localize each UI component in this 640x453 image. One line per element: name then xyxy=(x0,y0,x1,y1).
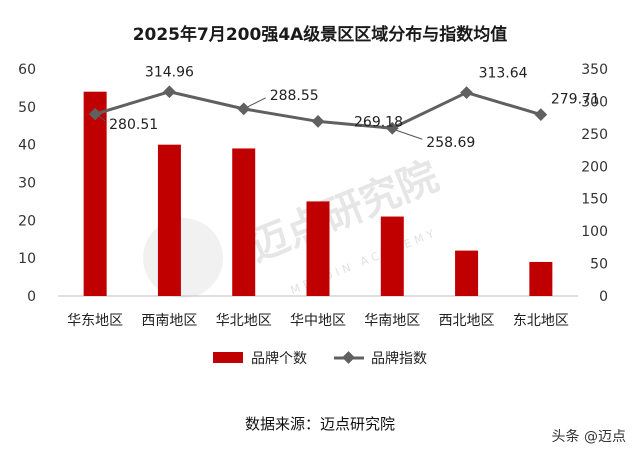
legend-line-marker xyxy=(342,351,355,364)
data-label: 288.55 xyxy=(270,88,319,104)
data-label: 258.69 xyxy=(426,135,475,151)
left-tick-label: 10 xyxy=(18,251,36,267)
source-text: 数据来源：迈点研究院 xyxy=(245,415,395,433)
data-label: 279.71 xyxy=(551,92,600,108)
right-tick-label: 250 xyxy=(581,127,608,143)
bar-series xyxy=(83,91,553,296)
bar xyxy=(232,148,256,296)
data-label: 313.64 xyxy=(479,66,528,82)
left-axis: 0 10 20 30 40 50 60 xyxy=(18,62,36,305)
data-label: 269.18 xyxy=(354,114,403,130)
bar xyxy=(380,216,404,296)
left-tick-label: 30 xyxy=(18,176,36,192)
data-label-leader xyxy=(98,115,106,122)
bar xyxy=(529,261,553,296)
line-point xyxy=(311,115,325,128)
line-series: 280.51 314.96 288.55 269.18 258.69 313.64 279.… xyxy=(88,65,600,151)
left-tick-label: 40 xyxy=(18,138,36,154)
category-label: 西南地区 xyxy=(141,313,197,329)
data-label: 314.96 xyxy=(145,65,194,81)
right-tick-label: 300 xyxy=(581,94,608,110)
data-label-leader xyxy=(396,129,423,140)
watermark-logo-icon xyxy=(143,218,223,298)
bar xyxy=(157,144,181,296)
legend-bar-label: 品牌个数 xyxy=(251,350,307,367)
right-tick-label: 100 xyxy=(581,224,608,240)
line-point xyxy=(534,108,548,121)
left-tick-label: 50 xyxy=(18,100,36,116)
right-axis: 0 50 100 150 200 250 300 350 xyxy=(581,62,608,305)
right-tick-label: 0 xyxy=(599,289,608,305)
right-tick-label: 150 xyxy=(581,192,608,208)
category-label: 华中地区 xyxy=(290,313,346,329)
line-point xyxy=(237,102,251,116)
data-label-leader xyxy=(247,97,266,108)
left-tick-label: 20 xyxy=(18,213,36,229)
category-label: 东北地区 xyxy=(513,313,569,329)
left-tick-label: 60 xyxy=(18,62,36,78)
legend-bar-swatch xyxy=(213,352,243,363)
right-tick-label: 200 xyxy=(581,159,608,175)
category-label: 华北地区 xyxy=(216,313,272,329)
data-label: 280.51 xyxy=(109,117,158,133)
bar xyxy=(306,201,330,296)
chart-title: 2025年7月200强4A级景区区域分布与指数均值 xyxy=(133,24,508,45)
credit-text: 头条 @迈点 xyxy=(552,428,626,445)
right-tick-label: 50 xyxy=(590,257,608,273)
bar xyxy=(455,250,479,296)
left-tick-label: 0 xyxy=(27,289,36,305)
watermark-text: 迈点研究院 xyxy=(242,153,445,271)
line-point xyxy=(460,86,473,99)
line-point xyxy=(385,121,399,135)
legend: 品牌个数 品牌指数 xyxy=(213,350,427,367)
legend-line-label: 品牌指数 xyxy=(371,350,427,367)
category-label: 西北地区 xyxy=(439,313,495,329)
category-label: 华南地区 xyxy=(364,313,420,329)
right-tick-label: 350 xyxy=(581,62,608,78)
category-label: 华东地区 xyxy=(67,313,123,329)
bar xyxy=(83,91,107,296)
category-labels: 华东地区 西南地区 华北地区 华中地区 华南地区 西北地区 东北地区 xyxy=(67,313,569,329)
line-point xyxy=(163,85,176,99)
